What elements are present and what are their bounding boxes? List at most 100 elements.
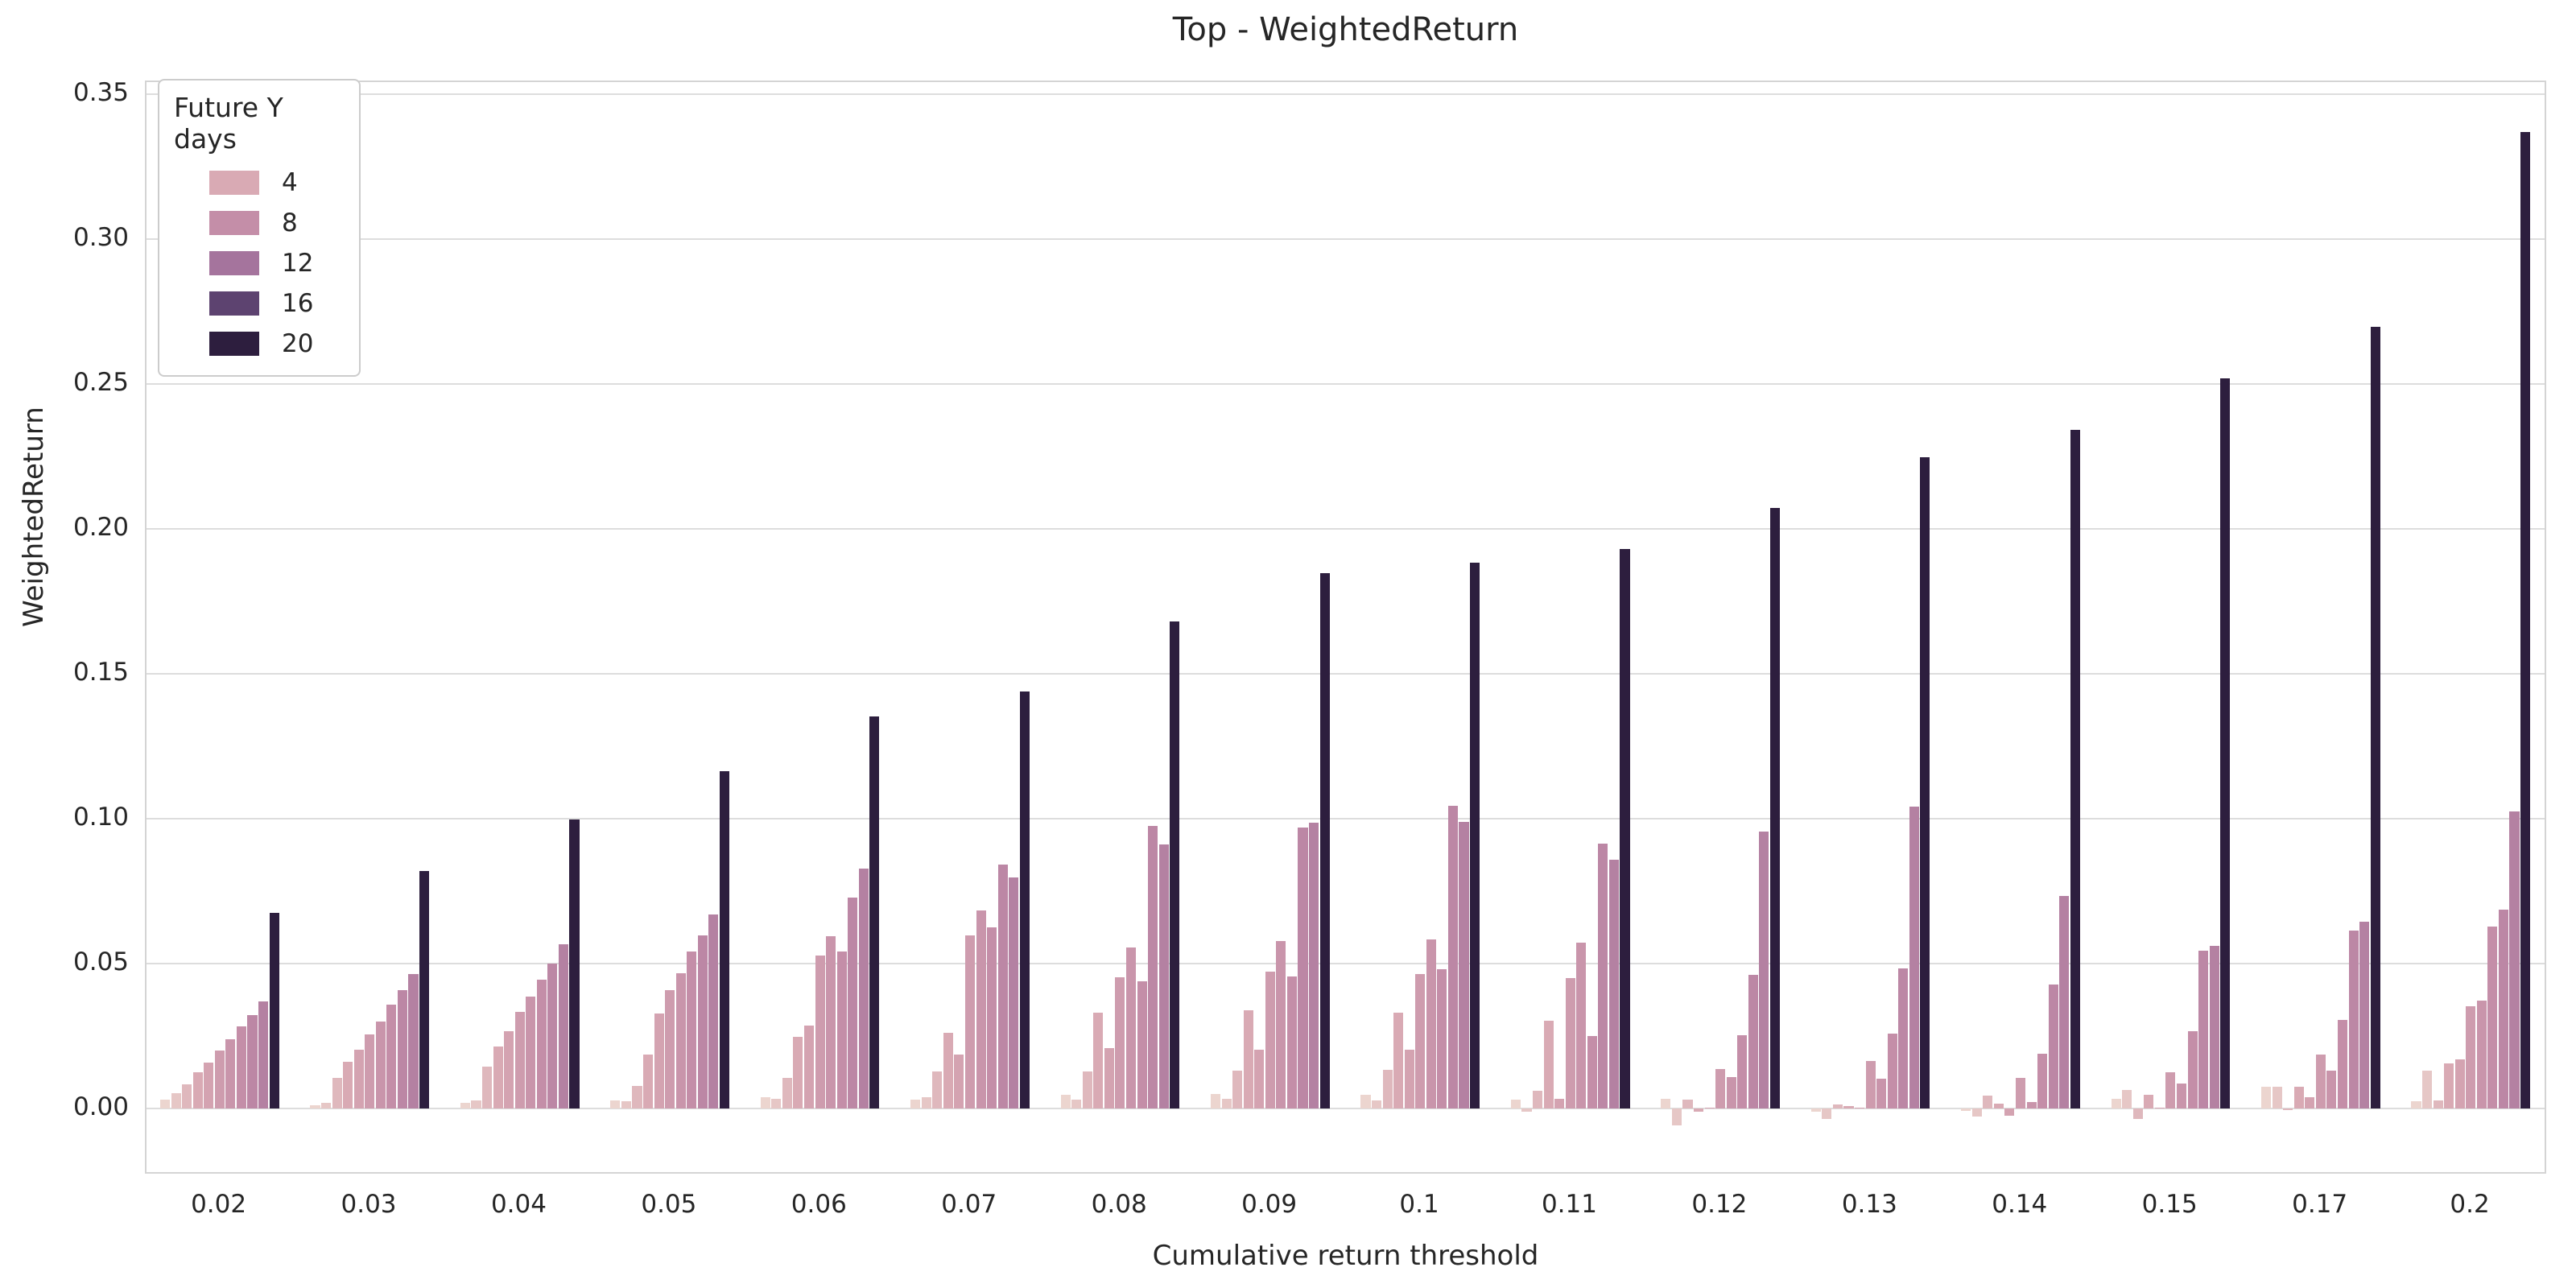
x-tick-label: 0.14 <box>1992 1190 2048 1219</box>
bar-days-8-threshold-0.04 <box>536 980 547 1108</box>
bar-days-8-threshold-0.17 <box>2337 1019 2348 1108</box>
bar-days-20-threshold-0.08 <box>1170 621 1180 1108</box>
gridline <box>147 238 2545 240</box>
y-tick-label: 0.00 <box>72 1092 129 1121</box>
gridline <box>147 818 2545 819</box>
bar-days-10-threshold-0.06 <box>858 869 869 1108</box>
bar-days-1-threshold-0.13 <box>1810 1108 1821 1112</box>
x-tick-label: 0.11 <box>1541 1190 1597 1219</box>
bar-days-8-threshold-0.05 <box>687 951 697 1108</box>
bar-days-7-threshold-0.04 <box>526 997 536 1108</box>
x-tick-label: 0.17 <box>2292 1190 2348 1219</box>
bar-days-7-threshold-0.1 <box>1426 939 1436 1108</box>
y-tick-label: 0.10 <box>72 803 129 832</box>
bar-days-2-threshold-0.2 <box>2422 1071 2433 1108</box>
bar-days-6-threshold-0.06 <box>815 955 825 1108</box>
bar-days-3-threshold-0.04 <box>481 1066 493 1108</box>
bar-days-2-threshold-0.02 <box>171 1092 181 1108</box>
legend-entry: 16 <box>159 283 359 324</box>
bar-days-20-threshold-0.04 <box>569 819 580 1108</box>
legend: Future Y days 4 8 12 16 20 <box>158 79 361 377</box>
bar-days-5-threshold-0.17 <box>2305 1096 2315 1108</box>
bar-days-4-threshold-0.07 <box>943 1033 953 1108</box>
bar-days-2-threshold-0.07 <box>921 1096 931 1108</box>
bar-days-5-threshold-0.1 <box>1404 1049 1414 1108</box>
bar-days-20-threshold-0.17 <box>2370 327 2380 1108</box>
bar-days-4-threshold-0.05 <box>642 1055 654 1108</box>
legend-label: 8 <box>282 208 298 237</box>
bar-days-20-threshold-0.05 <box>719 770 729 1108</box>
bar-days-9-threshold-0.08 <box>1148 826 1158 1108</box>
bar-days-9-threshold-0.17 <box>2348 930 2359 1108</box>
chart-title: Top - WeightedReturn <box>1172 11 1519 48</box>
bar-days-1-threshold-0.12 <box>1661 1099 1671 1108</box>
bar-days-2-threshold-0.03 <box>320 1102 332 1108</box>
bar-days-9-threshold-0.14 <box>2048 984 2058 1108</box>
bar-days-7-threshold-0.2 <box>2476 1001 2487 1108</box>
x-tick-label: 0.2 <box>2450 1190 2490 1219</box>
legend-swatch-icon <box>209 251 259 275</box>
legend-swatch-icon <box>209 211 259 235</box>
bar-days-7-threshold-0.07 <box>976 910 986 1108</box>
bar-days-2-threshold-0.17 <box>2272 1086 2282 1108</box>
bar-days-7-threshold-0.11 <box>1576 943 1587 1108</box>
bar-days-10-threshold-0.05 <box>708 914 719 1108</box>
bar-days-2-threshold-0.11 <box>1521 1108 1532 1113</box>
legend-title: Future Y days <box>174 92 283 155</box>
bar-days-7-threshold-0.13 <box>1876 1079 1887 1108</box>
bar-days-1-threshold-0.02 <box>160 1100 171 1108</box>
bar-days-2-threshold-0.12 <box>1671 1108 1682 1125</box>
bar-days-4-threshold-0.04 <box>493 1046 503 1108</box>
bar-days-7-threshold-0.12 <box>1726 1077 1736 1108</box>
bar-days-5-threshold-0.06 <box>803 1025 815 1108</box>
bar-days-8-threshold-0.11 <box>1587 1036 1597 1108</box>
bar-days-4-threshold-0.1 <box>1393 1012 1404 1108</box>
bar-days-1-threshold-0.15 <box>2111 1099 2121 1108</box>
bar-days-10-threshold-0.12 <box>1759 831 1769 1108</box>
bar-days-5-threshold-0.2 <box>2454 1059 2465 1108</box>
bar-days-9-threshold-0.05 <box>697 935 708 1108</box>
bar-days-7-threshold-0.03 <box>375 1022 386 1108</box>
bar-days-10-threshold-0.09 <box>1309 823 1319 1108</box>
bar-days-5-threshold-0.08 <box>1104 1048 1114 1108</box>
bar-days-10-threshold-0.17 <box>2359 921 2370 1108</box>
bar-days-20-threshold-0.1 <box>1470 563 1480 1108</box>
bar-days-1-threshold-0.2 <box>2411 1101 2421 1108</box>
y-tick-label: 0.05 <box>72 947 129 976</box>
bar-days-1-threshold-0.14 <box>1961 1108 1971 1111</box>
y-tick-label: 0.35 <box>72 78 129 107</box>
gridline <box>147 963 2545 964</box>
bar-days-10-threshold-0.2 <box>2509 811 2520 1108</box>
bar-days-20-threshold-0.11 <box>1620 549 1630 1108</box>
bar-days-3-threshold-0.09 <box>1232 1071 1243 1108</box>
bar-days-4-threshold-0.13 <box>1843 1106 1854 1108</box>
bar-days-6-threshold-0.14 <box>2015 1077 2026 1108</box>
legend-label: 12 <box>282 249 314 278</box>
bar-days-3-threshold-0.15 <box>2132 1108 2143 1120</box>
bar-days-8-threshold-0.14 <box>2037 1053 2048 1108</box>
bar-days-10-threshold-0.11 <box>1608 860 1619 1108</box>
bar-days-1-threshold-0.08 <box>1060 1095 1071 1108</box>
bar-days-8-threshold-0.06 <box>836 951 847 1108</box>
bar-days-1-threshold-0.09 <box>1211 1094 1221 1108</box>
bar-days-2-threshold-0.09 <box>1221 1099 1232 1108</box>
y-tick-label: 0.20 <box>72 513 129 542</box>
bar-days-8-threshold-0.03 <box>386 1005 397 1108</box>
bar-days-7-threshold-0.05 <box>675 972 686 1108</box>
bar-days-20-threshold-0.07 <box>1019 691 1030 1108</box>
bar-days-9-threshold-0.13 <box>1898 968 1909 1108</box>
bar-days-4-threshold-0.02 <box>192 1072 203 1108</box>
x-tick-label: 0.06 <box>791 1190 847 1219</box>
gridline <box>147 93 2545 95</box>
x-tick-label: 0.15 <box>2141 1190 2198 1219</box>
x-tick-label: 0.1 <box>1399 1190 1439 1219</box>
bar-days-8-threshold-0.1 <box>1437 968 1447 1108</box>
bar-days-7-threshold-0.09 <box>1276 940 1286 1108</box>
bar-days-5-threshold-0.11 <box>1554 1098 1565 1108</box>
bar-days-7-threshold-0.02 <box>225 1038 236 1108</box>
bar-days-6-threshold-0.08 <box>1115 976 1125 1108</box>
bar-days-6-threshold-0.11 <box>1565 977 1575 1108</box>
bar-days-20-threshold-0.12 <box>1769 508 1780 1108</box>
bar-days-9-threshold-0.09 <box>1298 828 1308 1108</box>
